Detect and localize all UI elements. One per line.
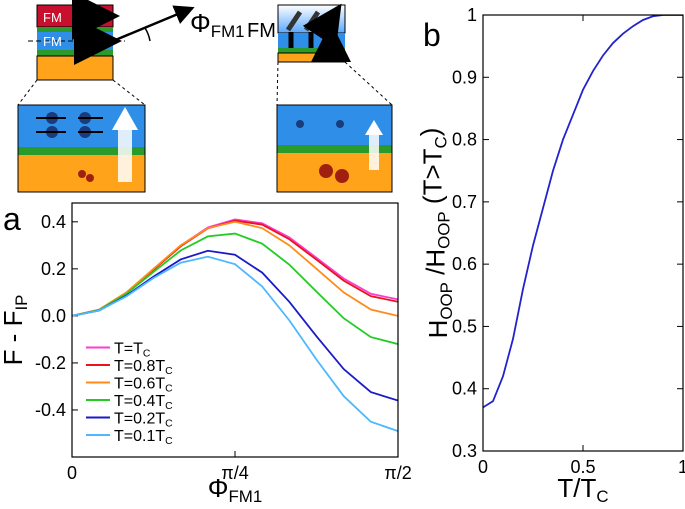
subscript: C — [165, 401, 173, 412]
data-line — [72, 255, 398, 432]
y-axis-label: HOOP /HOOP (T>TC) — [415, 128, 456, 339]
subscript: C — [165, 366, 173, 377]
subscript: FM1 — [211, 22, 245, 41]
y-tick-label: 0.0 — [41, 306, 66, 326]
text-part: T=T — [114, 341, 143, 358]
x-tick-label: 1 — [678, 457, 685, 477]
x-tick-label: 0 — [478, 457, 488, 477]
subscript: C — [165, 419, 173, 430]
left-zoom — [17, 79, 146, 193]
subscript: OOP — [434, 211, 453, 249]
layer-label: FM — [43, 10, 62, 25]
text-part: Φ — [190, 8, 211, 38]
legend-label: T=0.2TC — [114, 411, 173, 430]
right-stack: FM — [247, 5, 345, 62]
text-part: ) — [415, 128, 445, 137]
legend-label: T=0.8TC — [114, 358, 173, 377]
y-tick-label: 0.6 — [452, 254, 477, 274]
text-part: H — [423, 320, 453, 339]
right-zoom — [276, 61, 393, 193]
data-line — [483, 15, 683, 409]
left-stack: FM FM ΦFM1 — [28, 0, 245, 81]
x-axis-label: ΦFM1 — [208, 473, 263, 506]
y-tick-label: -0.2 — [35, 353, 66, 373]
legend-label: T=TC — [114, 341, 151, 360]
text-part: T=0.2T — [114, 411, 165, 428]
subscript: OOP — [437, 282, 456, 320]
y-tick-label: 0.9 — [452, 67, 477, 87]
subscript: C — [165, 436, 173, 447]
text-part: F - F — [0, 311, 28, 366]
subscript: C — [143, 349, 151, 360]
x-tick-label: 0.5 — [570, 457, 595, 477]
layer-label: FM — [247, 20, 276, 42]
subscript: FM1 — [228, 487, 262, 506]
data-line — [72, 219, 398, 317]
x-axis-label: T/TC — [557, 473, 608, 506]
subscript: C — [165, 384, 173, 395]
panel-label: b — [423, 17, 441, 53]
x-tick-label: π/4 — [221, 463, 248, 483]
subscript: C — [596, 487, 608, 506]
layer-label: FM — [43, 34, 62, 49]
text-part: T=0.8T — [114, 358, 165, 375]
y-tick-label: 0.4 — [452, 379, 477, 399]
data-line — [72, 220, 398, 317]
y-tick-label: 0.7 — [452, 192, 477, 212]
text-part: /H — [420, 249, 450, 282]
legend-label: T=0.1TC — [114, 428, 173, 447]
y-tick-label: 1 — [467, 5, 477, 25]
legend-label: T=0.6TC — [114, 376, 173, 395]
y-tick-label: -0.4 — [35, 400, 66, 420]
text-part: T=0.6T — [114, 376, 165, 393]
text-part: T/T — [557, 473, 596, 503]
y-tick-label: 0.4 — [41, 212, 66, 232]
subscript: C — [432, 136, 451, 148]
plot-frame — [71, 202, 399, 458]
y-tick-label: 0.8 — [452, 130, 477, 150]
x-tick-label: π/2 — [384, 463, 411, 483]
text-part: T=0.1T — [114, 428, 165, 445]
subscript: IP — [12, 295, 31, 311]
text-part: Φ — [208, 473, 229, 503]
panel-label: a — [3, 201, 21, 237]
y-tick-label: 0.5 — [452, 316, 477, 336]
text-part: T=0.4T — [114, 393, 165, 410]
plot-frame — [482, 14, 684, 452]
series-group — [483, 15, 683, 409]
y-tick-label: 0.2 — [41, 259, 66, 279]
y-tick-label: 0.3 — [452, 441, 477, 461]
legend-label: T=0.4TC — [114, 393, 173, 412]
series-group — [72, 218, 398, 432]
text-part: (T>T — [418, 148, 448, 211]
data-line — [72, 232, 398, 345]
x-tick-label: 0 — [67, 463, 77, 483]
angle-label: ΦFM1 — [190, 8, 245, 41]
y-axis-label: F - FIP — [0, 295, 31, 366]
